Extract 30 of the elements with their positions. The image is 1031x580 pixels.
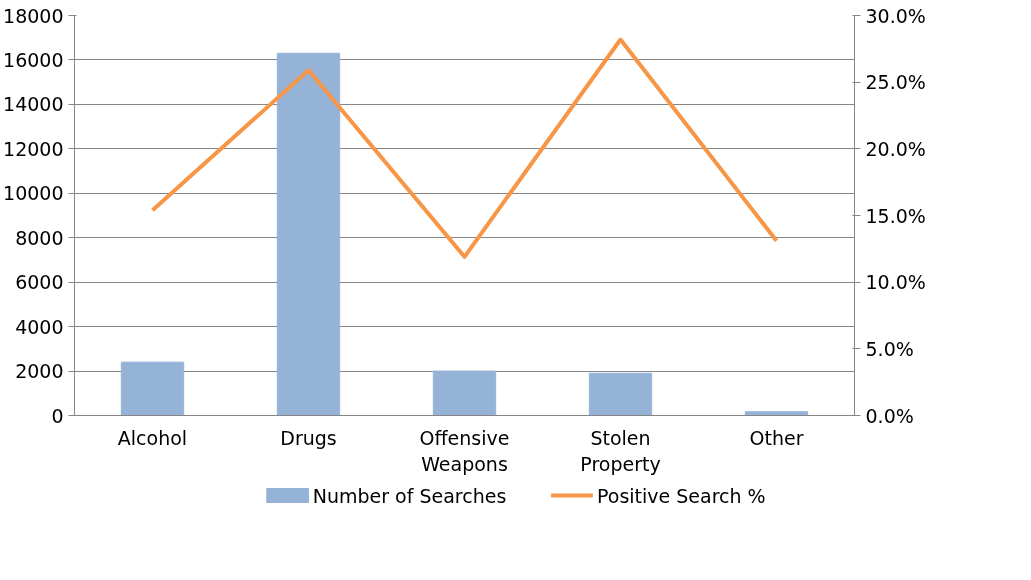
bar	[120, 361, 185, 416]
y2-tick-label: 20.0%	[865, 137, 926, 160]
y2-tick-label: 10.0%	[865, 271, 926, 294]
y-tick-label: 2000	[15, 360, 64, 383]
y-tick-label: 18000	[3, 4, 64, 27]
bar	[432, 370, 497, 416]
y2-tick-label: 30.0%	[865, 4, 926, 27]
y-tick-label: 12000	[3, 137, 64, 160]
line-series	[150, 37, 779, 259]
x-tick-label: Offensive Weapons	[419, 426, 510, 475]
y-tick-label: 6000	[15, 271, 64, 294]
legend-label: Number of Searches	[312, 484, 507, 507]
x-tick-label: Other	[749, 426, 804, 449]
y-tick-label: 8000	[15, 226, 64, 249]
y-tick-label: 14000	[3, 93, 64, 116]
y2-tick-label: 5.0%	[865, 337, 914, 360]
y-tick-label: 0	[51, 404, 64, 427]
y-tick-label: 4000	[15, 315, 64, 338]
y2-tick-label: 15.0%	[865, 204, 926, 227]
x-tick-label: Alcohol	[117, 426, 188, 449]
y-tick-label: 10000	[3, 182, 64, 205]
y2-tick-label: 0.0%	[865, 404, 914, 427]
bar	[744, 411, 809, 416]
bar	[276, 52, 341, 416]
y2-tick-label: 25.0%	[865, 71, 926, 94]
x-tick-label: Drugs	[280, 426, 337, 449]
legend-label: Positive Search %	[597, 484, 766, 507]
bar	[588, 372, 653, 416]
x-tick-label: Stolen Property	[580, 426, 661, 475]
y-tick-label: 16000	[3, 48, 64, 71]
